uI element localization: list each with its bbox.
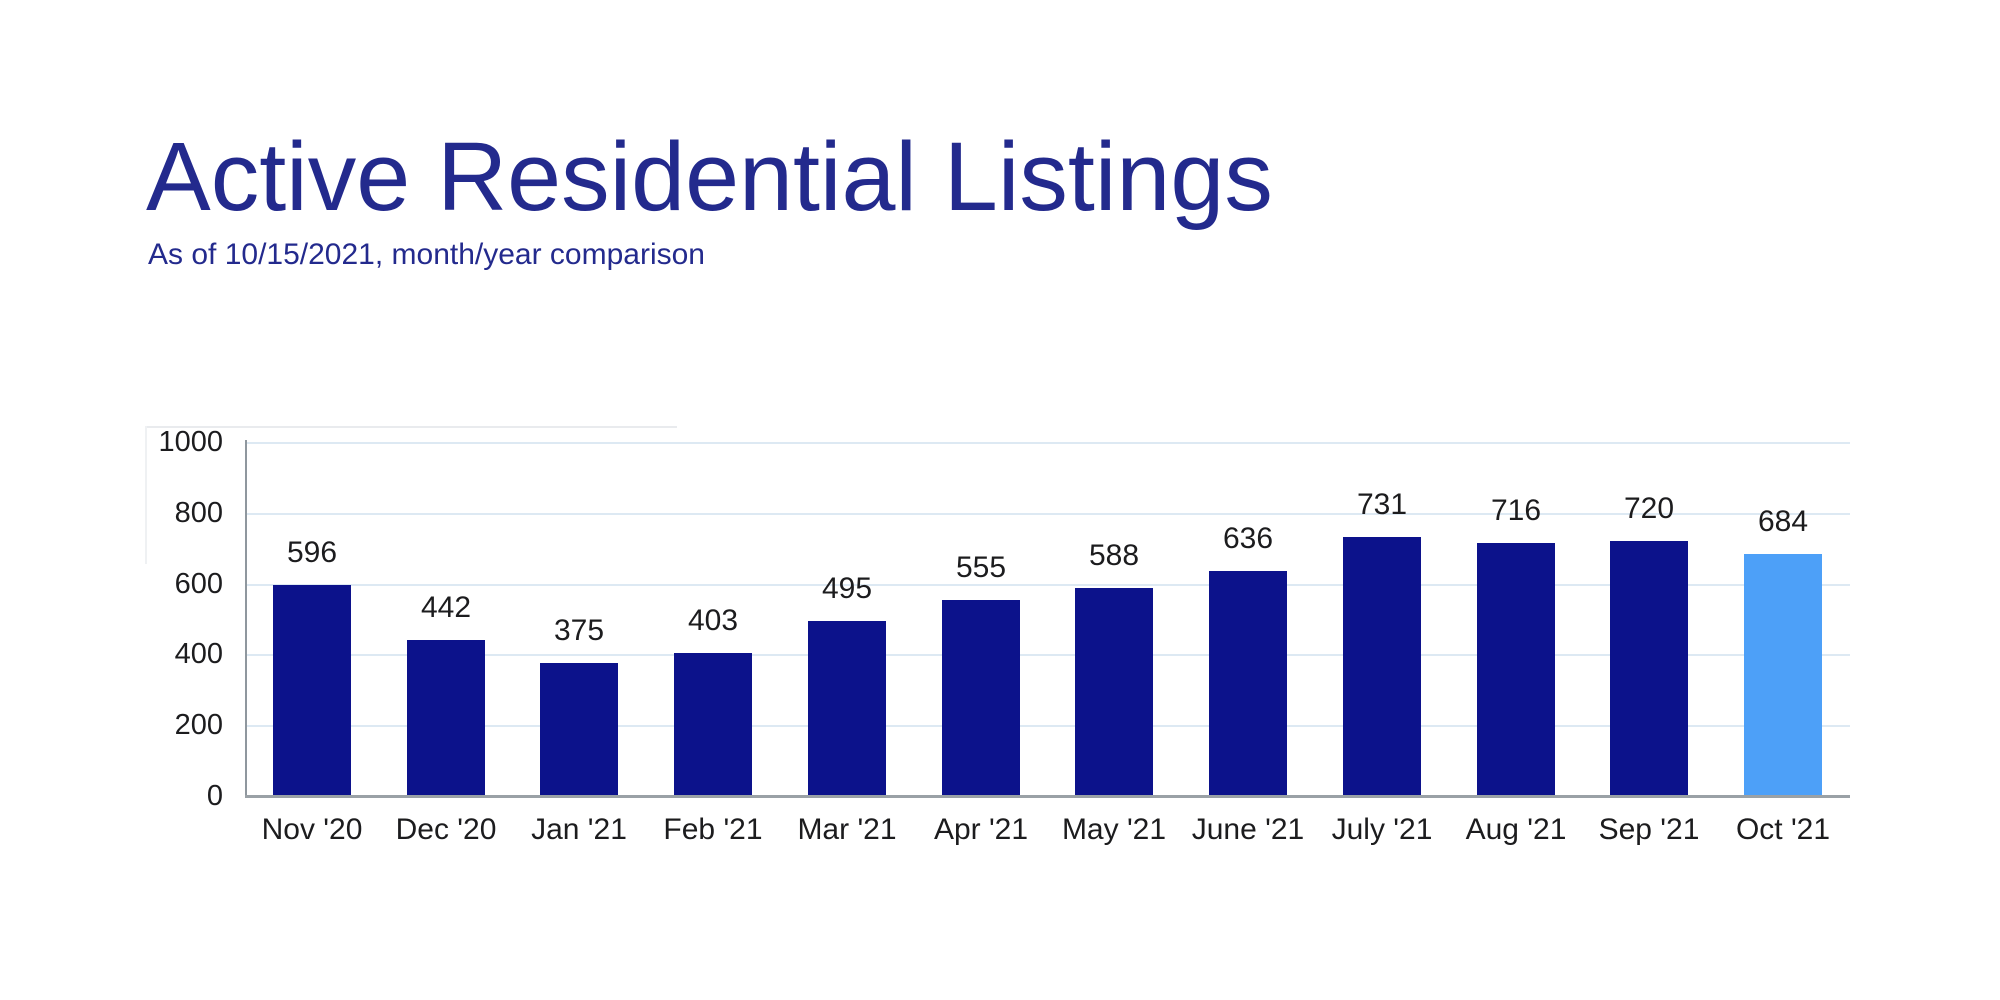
chart-bar — [1343, 537, 1421, 796]
chart-bar — [1744, 554, 1822, 796]
chart-bar — [1075, 588, 1153, 796]
x-axis-label: Nov '20 — [261, 813, 363, 846]
chart-frame-top-border — [145, 426, 677, 428]
y-axis-tick-label: 200 — [174, 709, 223, 741]
chart-bar — [1610, 541, 1688, 796]
bar-value-label: 403 — [687, 604, 739, 637]
chart-bar — [1209, 571, 1287, 796]
bar-value-label: 720 — [1623, 492, 1675, 525]
y-axis-tick-label: 800 — [174, 497, 223, 529]
x-axis-label: Mar '21 — [797, 813, 897, 846]
bar-value-label: 716 — [1490, 494, 1542, 527]
bar-value-label: 555 — [955, 551, 1007, 584]
x-axis-label: July '21 — [1331, 813, 1433, 846]
chart-bar — [273, 585, 351, 796]
x-axis-label: Apr '21 — [933, 813, 1029, 846]
bar-value-label: 375 — [553, 614, 605, 647]
x-axis-label: May '21 — [1061, 813, 1167, 846]
bar-value-label: 596 — [286, 536, 338, 569]
bar-value-label: 731 — [1356, 488, 1408, 521]
x-axis-label: June '21 — [1191, 813, 1305, 846]
gridline-600 — [247, 584, 1850, 586]
chart-frame-left-border — [145, 426, 147, 564]
y-axis-tick-label: 1000 — [158, 426, 223, 458]
chart-bar — [674, 653, 752, 796]
chart-bar — [407, 640, 485, 796]
x-axis-label: Jan '21 — [531, 813, 627, 846]
x-axis-label: Sep '21 — [1598, 813, 1700, 846]
bar-value-label: 636 — [1222, 522, 1274, 555]
y-axis-line — [245, 440, 247, 798]
chart-bar — [808, 621, 886, 796]
gridline-800 — [247, 513, 1850, 515]
page-subtitle: As of 10/15/2021, month/year comparison — [148, 238, 705, 271]
y-axis-tick-label: 400 — [174, 638, 223, 670]
y-axis-tick-label: 0 — [206, 780, 223, 812]
page-title: Active Residential Listings — [146, 122, 1273, 231]
gridline-1000 — [247, 442, 1850, 444]
chart-bar — [540, 663, 618, 796]
bar-value-label: 442 — [420, 591, 472, 624]
chart-bar — [942, 600, 1020, 796]
x-axis-label: Feb '21 — [663, 813, 763, 846]
chart-bar — [1477, 543, 1555, 796]
x-axis-label: Dec '20 — [395, 813, 497, 846]
bar-value-label: 495 — [821, 572, 873, 605]
x-axis-line — [245, 795, 1850, 798]
gridline-200 — [247, 725, 1850, 727]
x-axis-label: Aug '21 — [1465, 813, 1567, 846]
bar-value-label: 684 — [1757, 505, 1809, 538]
y-axis-tick-label: 600 — [174, 568, 223, 600]
gridline-400 — [247, 654, 1850, 656]
bar-value-label: 588 — [1088, 539, 1140, 572]
x-axis-label: Oct '21 — [1735, 813, 1831, 846]
